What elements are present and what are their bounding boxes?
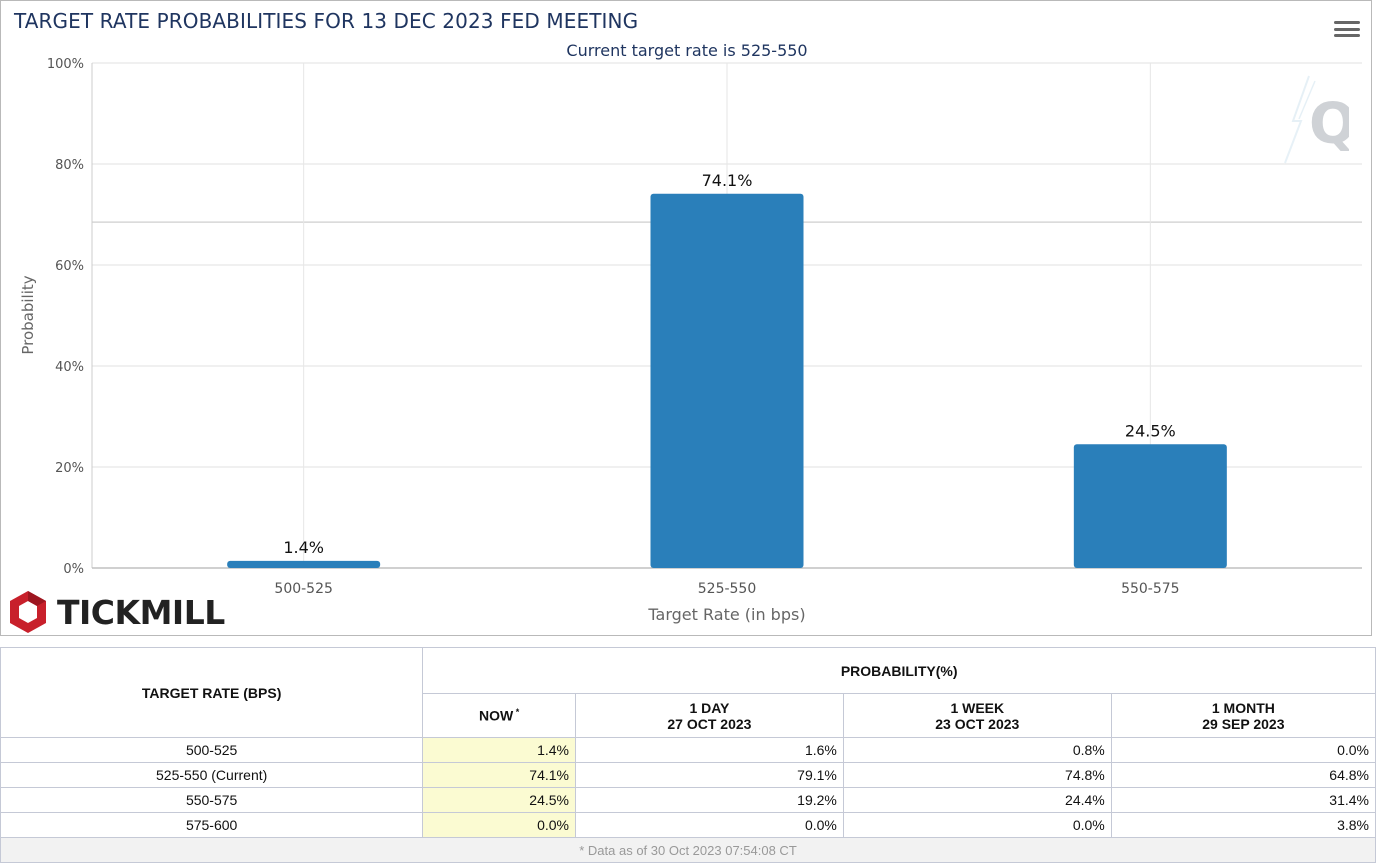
- probability-cell: 0.8%: [842, 737, 1112, 763]
- probability-header: PROBABILITY(%): [422, 647, 1376, 694]
- chart-subtitle: Current target rate is 525-550: [566, 41, 808, 60]
- x-tick-label: 500-525: [274, 581, 333, 597]
- probability-cell: 0.0%: [842, 812, 1112, 838]
- probability-cell: 19.2%: [574, 787, 844, 813]
- chart-plot: 0% 20% 40% 60% 80% 100% 1.4% 500-525 74.1% 525-55…: [19, 57, 1362, 624]
- menu-icon-line: [1334, 27, 1360, 31]
- probability-cell: 3.8%: [1110, 812, 1377, 838]
- column-header-2: 1 DAY 27 OCT 2023: [574, 693, 844, 738]
- tickmill-logo: TICKMILL: [7, 588, 225, 636]
- rate-cell: 500-525: [0, 737, 424, 763]
- bar-data-label: 24.5%: [1125, 421, 1176, 440]
- menu-icon: [1334, 21, 1360, 24]
- column-header-1: NOW *: [422, 693, 576, 738]
- bar-525-550[interactable]: [650, 193, 804, 569]
- column-header-line1: 1 WEEK: [950, 699, 1005, 716]
- column-header-date: 23 OCT 2023: [935, 715, 1020, 732]
- probability-cell: 79.1%: [574, 762, 844, 788]
- rate-column-header: TARGET RATE (BPS): [0, 647, 424, 738]
- chart-menu-button[interactable]: [1334, 21, 1360, 41]
- y-tick-label: 40%: [55, 360, 84, 375]
- probability-table: TARGET RATE (BPS) PROBABILITY(%) NOW * 1 …: [0, 647, 1377, 863]
- probability-cell: 0.0%: [574, 812, 844, 838]
- now-probability-cell: 24.5%: [422, 787, 576, 813]
- menu-icon-line: [1334, 34, 1360, 37]
- rate-cell: 575-600: [0, 812, 424, 838]
- tickmill-hexagon-icon: [10, 591, 46, 633]
- rate-cell: 550-575: [0, 787, 424, 813]
- footnote-marker: *: [513, 707, 520, 718]
- table-row: 575-600 0.0% 0.0% 0.0% 3.8%: [0, 812, 1377, 838]
- bar-data-label: 74.1%: [702, 171, 753, 190]
- x-tick-label: 550-575: [1121, 581, 1180, 597]
- probability-cell: 0.0%: [1110, 737, 1377, 763]
- rate-cell: 525-550 (Current): [0, 762, 424, 788]
- column-header-date: 27 OCT 2023: [667, 715, 752, 732]
- column-header-4: 1 MONTH 29 SEP 2023: [1110, 693, 1377, 738]
- bar-500-525[interactable]: [227, 560, 381, 568]
- chart-title: TARGET RATE PROBABILITIES FOR 13 DEC 202…: [14, 9, 639, 33]
- probability-cell: 74.8%: [842, 762, 1112, 788]
- probability-cell: 64.8%: [1110, 762, 1377, 788]
- x-axis-label: Target Rate (in bps): [647, 605, 805, 624]
- column-header-line1: NOW: [479, 707, 514, 724]
- probability-cell: 31.4%: [1110, 787, 1377, 813]
- x-tick-label: 525-550: [698, 581, 757, 597]
- table-row: 500-525 1.4% 1.6% 0.8% 0.0%: [0, 737, 1377, 763]
- tickmill-logo-text: TICKMILL: [57, 592, 225, 632]
- table-row: 525-550 (Current) 74.1% 79.1% 74.8% 64.8%: [0, 762, 1377, 788]
- y-tick-label: 60%: [55, 259, 84, 274]
- column-header-line1: 1 DAY: [689, 699, 730, 716]
- now-probability-cell: 74.1%: [422, 762, 576, 788]
- table-footnote: * Data as of 30 Oct 2023 07:54:08 CT: [0, 837, 1376, 863]
- y-tick-label: 0%: [63, 562, 84, 577]
- now-probability-cell: 1.4%: [422, 737, 576, 763]
- probability-cell: 24.4%: [842, 787, 1112, 813]
- bar-data-label: 1.4%: [283, 538, 324, 557]
- svg-text:Q: Q: [1309, 92, 1349, 157]
- y-tick-label: 100%: [47, 57, 84, 72]
- table-row: 550-575 24.5% 19.2% 24.4% 31.4%: [0, 787, 1377, 813]
- column-header-line1: 1 MONTH: [1211, 699, 1275, 716]
- bar-550-575[interactable]: [1073, 444, 1227, 568]
- probability-cell: 1.6%: [574, 737, 844, 763]
- y-tick-label: 80%: [55, 158, 84, 173]
- column-header-3: 1 WEEK 23 OCT 2023: [842, 693, 1112, 738]
- y-axis-label: Probability: [19, 275, 37, 354]
- now-probability-cell: 0.0%: [422, 812, 576, 838]
- q-watermark-icon: Q: [1284, 75, 1349, 164]
- column-header-date: 29 SEP 2023: [1202, 715, 1285, 732]
- y-tick-label: 20%: [55, 461, 84, 476]
